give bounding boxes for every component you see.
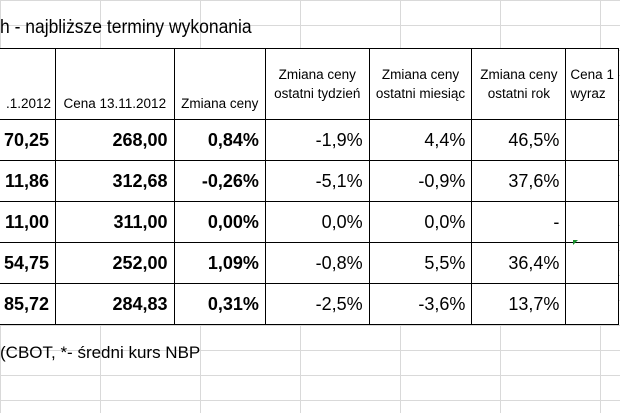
table-row: 85,72 284,83 0,31% -2,5% -3,6% 13,7% xyxy=(0,283,619,325)
cell-price[interactable]: 311,00 xyxy=(55,201,175,243)
header-cell-change[interactable]: Zmiana ceny xyxy=(173,48,266,120)
header-cell-change-week[interactable]: Zmiana ceny ostatni tydzień xyxy=(264,48,370,120)
price-table: .1.2012 Cena 13.11.2012 Zmiana ceny Zmia… xyxy=(0,48,619,325)
table-row: 54,75 252,00 1,09% -0,8% 5,5% 36,4% xyxy=(0,242,619,284)
cell-change[interactable]: 0,84% xyxy=(173,119,266,161)
cell-change-week[interactable]: -0,8% xyxy=(264,242,370,284)
cell-price-expressed[interactable] xyxy=(565,201,619,243)
cell-change-month[interactable]: 5,5% xyxy=(368,242,473,284)
table-row: 11,86 312,68 -0,26% -5,1% -0,9% 37,6% xyxy=(0,160,619,202)
cell-change-week[interactable]: -1,9% xyxy=(264,119,370,161)
header-cell-date[interactable]: .1.2012 xyxy=(0,48,57,120)
cell-change-month[interactable]: -3,6% xyxy=(368,283,473,325)
cell-prev-price[interactable]: 85,72 xyxy=(0,283,57,325)
cell-prev-price[interactable]: 54,75 xyxy=(0,242,57,284)
cell-change[interactable]: 0,00% xyxy=(173,201,266,243)
cell-change-week[interactable]: -5,1% xyxy=(264,160,370,202)
header-cell-price[interactable]: Cena 13.11.2012 xyxy=(55,48,175,120)
footnote[interactable]: (CBOT, *- średni kurs NBP xyxy=(0,343,201,362)
cell-price-expressed[interactable] xyxy=(565,283,619,325)
cell-price[interactable]: 312,68 xyxy=(55,160,175,202)
table-row: 70,25 268,00 0,84% -1,9% 4,4% 46,5% xyxy=(0,119,619,161)
cell-prev-price[interactable]: 70,25 xyxy=(0,119,57,161)
cell-change-month[interactable]: -0,9% xyxy=(368,160,473,202)
cell-change-year[interactable]: 37,6% xyxy=(471,160,567,202)
cell-change-year[interactable]: 13,7% xyxy=(471,283,567,325)
cell-price-expressed[interactable] xyxy=(565,160,619,202)
cell-prev-price[interactable]: 11,00 xyxy=(0,201,57,243)
cell-prev-price[interactable]: 11,86 xyxy=(0,160,57,202)
header-cell-price-expressed[interactable]: Cena 1 wyraz xyxy=(565,48,619,120)
header-row: .1.2012 Cena 13.11.2012 Zmiana ceny Zmia… xyxy=(0,48,619,120)
cell-change[interactable]: 1,09% xyxy=(173,242,266,284)
cell-price[interactable]: 252,00 xyxy=(55,242,175,284)
cell-price-expressed[interactable] xyxy=(565,119,619,161)
cell-change-month[interactable]: 0,0% xyxy=(368,201,473,243)
sheet-title[interactable]: h - najbliższe terminy wykonania xyxy=(0,17,252,38)
cell-change-year[interactable]: 36,4% xyxy=(471,242,567,284)
cell-price[interactable]: 268,00 xyxy=(55,119,175,161)
cell-change-week[interactable]: 0,0% xyxy=(264,201,370,243)
cell-change[interactable]: -0,26% xyxy=(173,160,266,202)
header-cell-change-year[interactable]: Zmiana ceny ostatni rok xyxy=(471,48,567,120)
cell-change-week[interactable]: -2,5% xyxy=(264,283,370,325)
cell-comment-marker xyxy=(573,240,578,245)
cell-change-month[interactable]: 4,4% xyxy=(368,119,473,161)
cell-change-year[interactable]: - xyxy=(471,201,567,243)
header-cell-change-month[interactable]: Zmiana ceny ostatni miesiąc xyxy=(368,48,473,120)
cell-price-expressed[interactable] xyxy=(565,242,619,284)
table-row: 11,00 311,00 0,00% 0,0% 0,0% - xyxy=(0,201,619,243)
cell-price[interactable]: 284,83 xyxy=(55,283,175,325)
cell-change[interactable]: 0,31% xyxy=(173,283,266,325)
cell-change-year[interactable]: 46,5% xyxy=(471,119,567,161)
